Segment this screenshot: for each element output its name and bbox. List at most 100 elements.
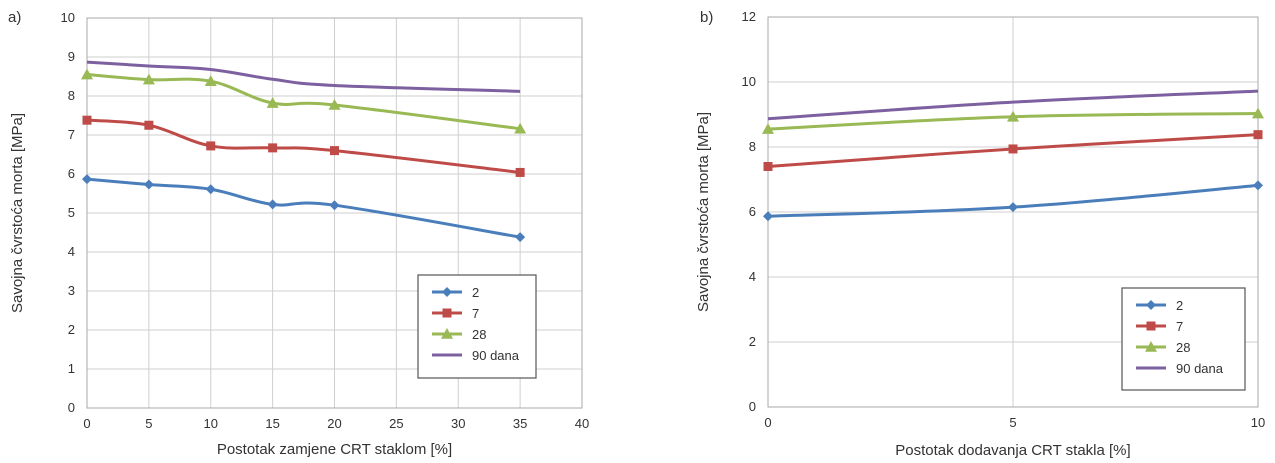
legend-item: 2 — [1136, 298, 1183, 313]
data-point — [266, 97, 279, 108]
legend-item: 2 — [432, 285, 479, 300]
y-tick-label: 12 — [742, 9, 756, 24]
x-tick-label: 35 — [513, 416, 527, 431]
x-axis-label: Postotak dodavanja CRT stakla [%] — [895, 442, 1130, 459]
data-point — [268, 143, 278, 153]
data-point — [514, 122, 527, 134]
y-tick-label: 4 — [68, 244, 75, 259]
legend-label: 28 — [1176, 340, 1190, 355]
chart-a-svg: 0 1 2 3 4 5 6 7 8 9 10 0 5 10 15 20 25 30 35 40 Postotak zam… — [8, 9, 589, 458]
x-tick-label: 0 — [83, 416, 90, 431]
data-point — [762, 123, 774, 134]
chart-panel-b: 0 2 4 6 8 10 12 0 5 10 Postotak dodavanja CRT stak… — [690, 0, 1275, 463]
x-tick-label: 5 — [1009, 415, 1016, 430]
data-point — [515, 232, 526, 243]
x-tick-label: 15 — [265, 416, 279, 431]
x-tick-label: 40 — [575, 416, 589, 431]
y-axis-label: Savojna čvrstoća morta [MPa] — [9, 113, 26, 313]
data-point — [763, 162, 773, 171]
data-point — [1008, 202, 1018, 213]
data-point — [144, 120, 154, 130]
legend: 2 7 28 90 dana — [417, 274, 537, 379]
legend-label: 7 — [1176, 319, 1183, 334]
y-tick-label: 7 — [68, 127, 75, 142]
legend-item: 90 dana — [1136, 361, 1224, 376]
data-point — [142, 73, 155, 85]
legend-item: 28 — [432, 327, 486, 342]
series-line — [86, 60, 521, 93]
y-tick-label: 10 — [61, 10, 75, 25]
y-tick-label: 4 — [749, 269, 756, 284]
y-tick-label: 0 — [749, 399, 756, 414]
y-tick-label: 9 — [68, 49, 75, 64]
legend-item: 28 — [1136, 340, 1190, 355]
data-point — [143, 179, 154, 190]
data-point — [1007, 110, 1019, 122]
y-tick-label: 6 — [749, 204, 756, 219]
y-tick-label: 8 — [68, 88, 75, 103]
y-tick-label: 0 — [68, 400, 75, 415]
data-point — [81, 68, 93, 80]
x-tick-label: 20 — [327, 416, 341, 431]
legend-label: 7 — [472, 306, 479, 321]
y-tick-label: 8 — [749, 139, 756, 154]
data-point — [1252, 107, 1264, 119]
legend-label: 2 — [1176, 298, 1183, 313]
legend-marker — [1145, 341, 1157, 352]
data-point — [329, 200, 340, 211]
data-point — [204, 75, 217, 86]
plot-border — [86, 17, 583, 409]
legend-item: 7 — [1136, 319, 1183, 334]
y-tick-label: 6 — [68, 166, 75, 181]
data-point — [267, 199, 278, 210]
panel-label: a) — [8, 9, 21, 26]
x-tick-label: 10 — [204, 416, 218, 431]
series-7 — [763, 130, 1263, 171]
data-point — [206, 141, 216, 151]
y-tick-label: 10 — [742, 74, 756, 89]
legend-label: 90 dana — [472, 348, 520, 363]
series-2 — [82, 174, 526, 243]
series-2 — [763, 180, 1263, 222]
data-point — [1253, 180, 1263, 191]
legend-item: 90 dana — [432, 348, 520, 363]
legend-marker — [1146, 321, 1156, 331]
series-90-dana — [86, 60, 521, 93]
data-point — [82, 115, 92, 125]
legend-marker — [442, 308, 452, 318]
chart-b-svg: 0 2 4 6 8 10 12 0 5 10 Postotak dodavanja CRT stak… — [695, 9, 1265, 459]
legend-label: 90 dana — [1176, 361, 1224, 376]
data-point — [1008, 144, 1018, 154]
legend: 2 7 28 90 dana — [1121, 287, 1246, 391]
series-90-dana — [767, 89, 1259, 121]
legend-marker — [441, 328, 453, 339]
legend-marker — [442, 287, 452, 297]
x-tick-label: 30 — [451, 416, 465, 431]
y-tick-label: 2 — [749, 334, 756, 349]
data-point — [328, 98, 341, 110]
data-point — [205, 184, 216, 195]
x-tick-label: 10 — [1251, 415, 1265, 430]
chart-panel-a: 0 1 2 3 4 5 6 7 8 9 10 0 5 10 15 20 25 30 35 40 Postotak zam… — [0, 0, 610, 463]
y-tick-label: 3 — [68, 283, 75, 298]
legend-label: 2 — [472, 285, 479, 300]
x-tick-label: 25 — [389, 416, 403, 431]
panel-label: b) — [700, 9, 713, 26]
y-tick-label: 1 — [68, 361, 75, 376]
legend-item: 7 — [432, 306, 479, 321]
y-axis-label: Savojna čvrstoća morta [MPa] — [695, 112, 712, 312]
series-line — [767, 89, 1259, 121]
series-28 — [81, 68, 527, 134]
data-point — [82, 174, 92, 185]
series-28 — [762, 107, 1264, 134]
y-tick-label: 2 — [68, 322, 75, 337]
x-tick-label: 5 — [145, 416, 152, 431]
data-point — [763, 211, 773, 222]
legend-marker — [1146, 300, 1156, 310]
data-point — [515, 167, 525, 177]
x-tick-label: 0 — [764, 415, 771, 430]
y-tick-label: 5 — [68, 205, 75, 220]
series-7 — [82, 115, 525, 177]
data-point — [330, 146, 339, 156]
legend-label: 28 — [472, 327, 486, 342]
